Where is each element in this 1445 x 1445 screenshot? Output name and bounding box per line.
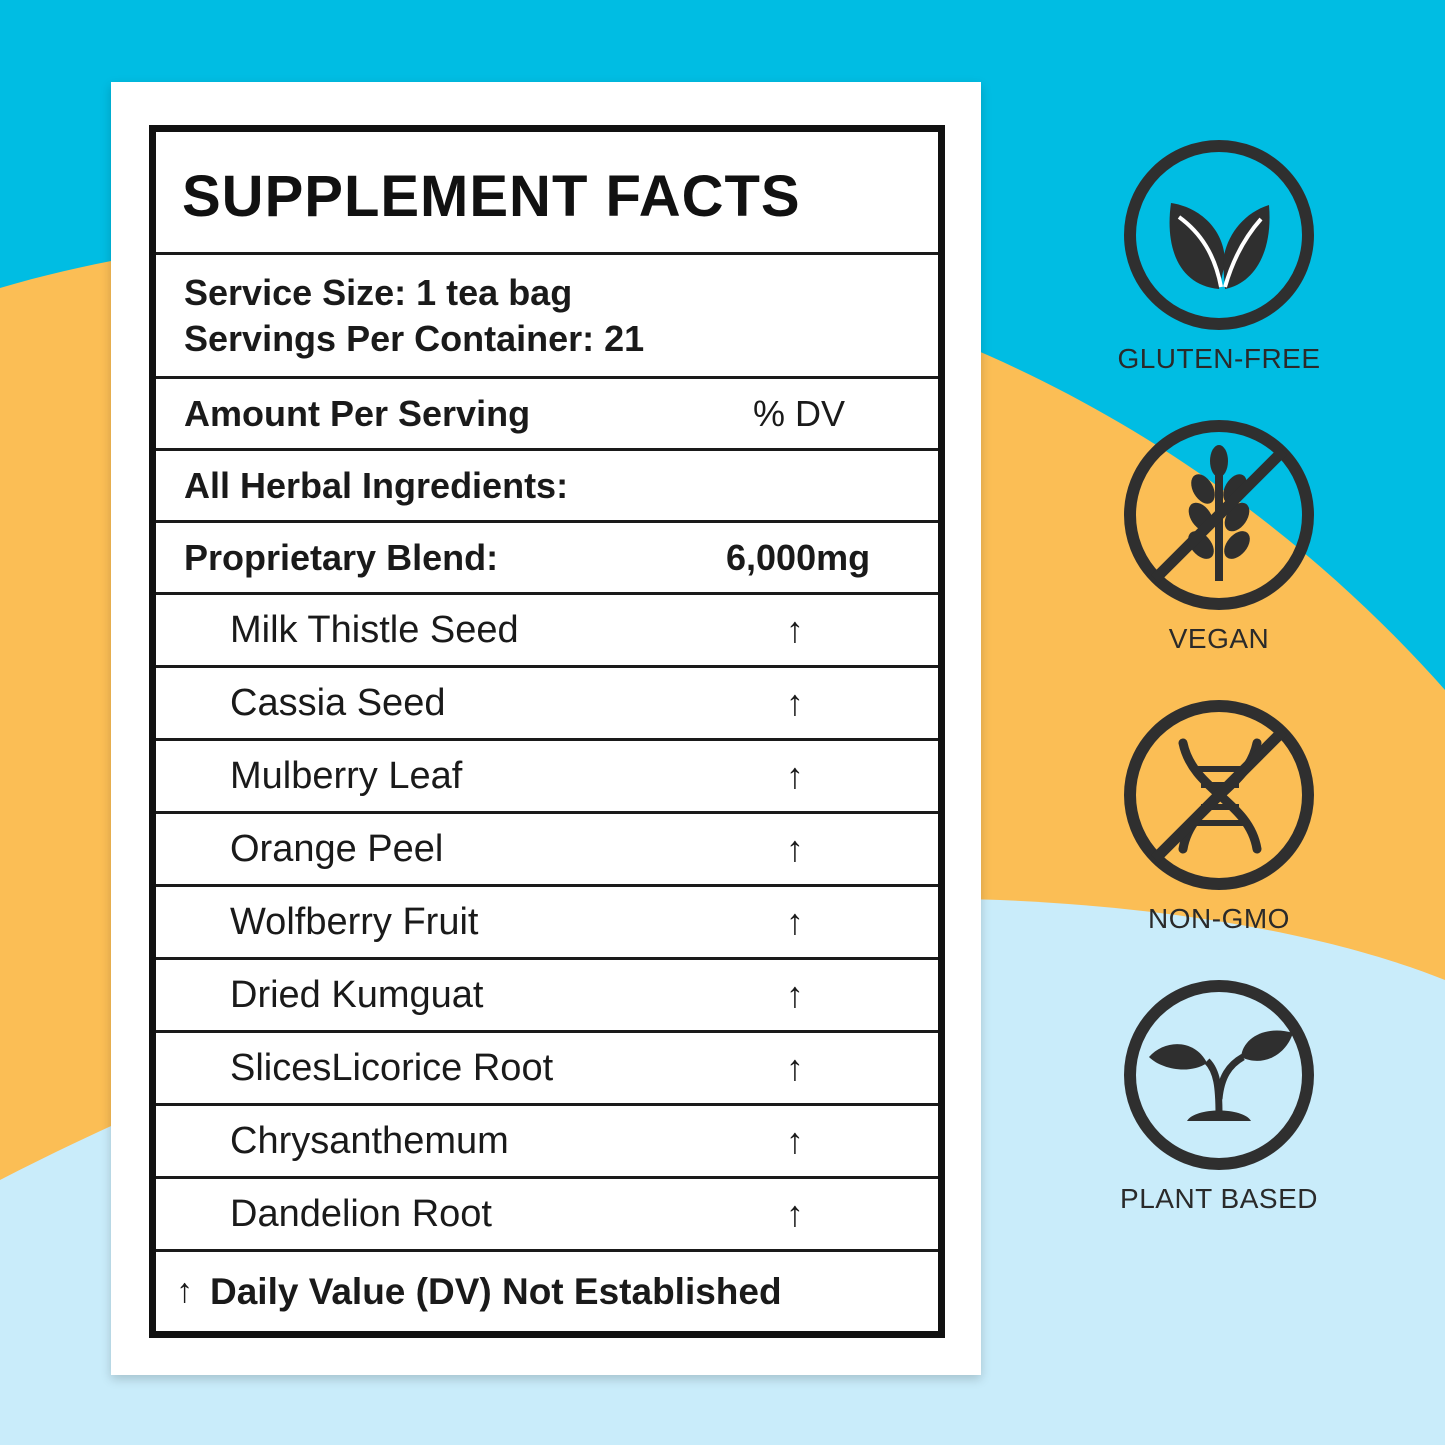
dv-header: % DV [753,392,846,434]
dv-not-established-mark: ↑ [786,1193,804,1234]
ingredient-row: Dandelion Root ↑ [156,1179,938,1252]
ingredient-row: Mulberry Leaf ↑ [156,741,938,814]
vegan-label: VEGAN [1168,623,1270,654]
title-row: SUPPLEMENT FACTS [156,132,938,255]
ingredient-row: SlicesLicorice Root ↑ [156,1033,938,1106]
ingredient-row: Dried Kumguat ↑ [156,960,938,1033]
vegan-badge: VEGAN [1105,417,1333,655]
ingredient-row: Cassia Seed ↑ [156,668,938,741]
ingredient-name: Dried Kumguat [230,973,484,1016]
herbal-ingredients-heading: All Herbal Ingredients: [184,464,569,506]
plant-based-label: PLANT BASED [1120,1183,1318,1214]
dv-not-established-mark: ↑ [786,828,804,869]
footnote-row: ↑ Daily Value (DV) Not Established [156,1252,938,1331]
ingredient-name: Orange Peel [230,827,444,870]
ingredient-name: Mulberry Leaf [230,754,463,797]
leaf-icon [1124,140,1314,330]
ingredient-row: Milk Thistle Seed ↑ [156,595,938,668]
amount-header-row: Amount Per Serving % DV [156,379,938,451]
ingredient-name: Wolfberry Fruit [230,900,479,943]
non-gmo-label: NON-GMO [1148,903,1290,934]
label-title: SUPPLEMENT FACTS [182,164,801,229]
servings-per-container: Servings Per Container: 21 [184,317,645,359]
gluten-free-badge: GLUTEN-FREE [1105,137,1333,375]
serving-size: Service Size: 1 tea bag [184,271,573,313]
supplement-facts-card: SUPPLEMENT FACTS Service Size: 1 tea bag… [111,82,981,1375]
ingredient-name: Milk Thistle Seed [230,608,519,651]
herbal-ingredients-row: All Herbal Ingredients: [156,451,938,523]
dv-not-established-mark: ↑ [786,1120,804,1161]
ingredient-row: Orange Peel ↑ [156,814,938,887]
dv-not-established-mark: ↑ [786,755,804,796]
ingredient-row: Chrysanthemum ↑ [156,1106,938,1179]
dv-not-established-mark: ↑ [786,682,804,723]
no-wheat-icon [1124,420,1314,610]
blend-amount: 6,000mg [726,536,871,578]
supplement-facts-table: SUPPLEMENT FACTS Service Size: 1 tea bag… [149,125,945,1338]
ingredient-name: Dandelion Root [230,1192,492,1235]
no-dna-icon [1124,700,1314,890]
sprout-icon [1124,980,1314,1170]
blend-label: Proprietary Blend: [184,536,499,578]
non-gmo-badge: NON-GMO [1105,697,1333,935]
footnote-text: Daily Value (DV) Not Established [210,1270,782,1312]
dv-not-established-mark: ↑ [786,609,804,650]
dv-not-established-mark: ↑ [786,901,804,942]
gluten-free-label: GLUTEN-FREE [1117,343,1321,374]
plant-based-badge: PLANT BASED [1105,977,1333,1215]
proprietary-blend-row: Proprietary Blend: 6,000mg [156,523,938,595]
dv-not-established-mark: ↑ [786,974,804,1015]
footnote-mark: ↑ [176,1272,193,1310]
ingredient-row: Wolfberry Fruit ↑ [156,887,938,960]
ingredient-name: Chrysanthemum [230,1119,509,1162]
dv-not-established-mark: ↑ [786,1047,804,1088]
ingredient-name: SlicesLicorice Root [230,1046,554,1089]
serving-info-row: Service Size: 1 tea bag Servings Per Con… [156,255,938,379]
amount-per-serving: Amount Per Serving [184,392,531,434]
ingredient-name: Cassia Seed [230,681,446,724]
